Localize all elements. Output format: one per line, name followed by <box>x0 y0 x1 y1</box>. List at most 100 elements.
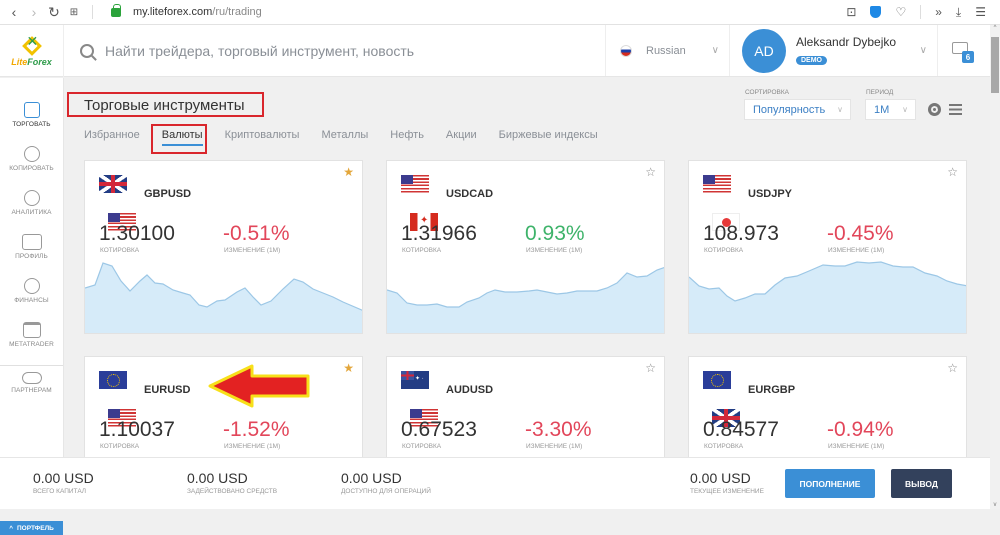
instrument-symbol: GBPUSD <box>144 188 192 200</box>
japan-flag-icon <box>712 213 740 231</box>
deposit-button[interactable]: ПОПОЛНЕНИЕ <box>785 469 875 498</box>
chat-icon <box>952 42 968 54</box>
messages-button[interactable]: 6 <box>938 25 990 76</box>
messages-count-badge: 6 <box>962 51 974 63</box>
sidebar-item-partners[interactable]: ПАРТНЕРАМ <box>0 372 63 394</box>
chevron-down-icon: ∨ <box>919 45 927 56</box>
change-label: ИЗМЕНЕНИЕ (1M) <box>224 443 281 450</box>
gear-icon[interactable] <box>928 103 941 116</box>
us-flag-icon <box>108 409 136 427</box>
divider <box>92 5 93 19</box>
back-icon[interactable]: ‹ <box>11 4 17 20</box>
star-outline-icon[interactable]: ☆ <box>645 361 656 375</box>
star-outline-icon[interactable]: ☆ <box>645 165 656 179</box>
divider <box>920 5 922 19</box>
stat-total-capital: 0.00 USD ВСЕГО КАПИТАЛ <box>33 470 94 495</box>
chevron-down-icon: ∨ <box>837 105 843 114</box>
sidebar-item-finance[interactable]: ФИНАНСЫ <box>0 278 63 304</box>
scrollbar[interactable]: ^ v <box>990 25 1000 509</box>
sidebar-item-label: ТОРГОВАТЬ <box>12 121 51 128</box>
instrument-change: 0.93% <box>525 222 585 245</box>
period-select[interactable]: 1M ∨ <box>865 99 916 120</box>
search-bar[interactable] <box>64 25 606 76</box>
us-flag-icon <box>108 213 136 231</box>
period-label: ПЕРИОД <box>866 89 894 96</box>
stat-available-funds: 0.00 USD ДОСТУПНО ДЛЯ ОПЕРАЦИЙ <box>341 470 431 495</box>
list-view-icon[interactable] <box>949 104 962 115</box>
sidebar-item-profile[interactable]: ПРОФИЛЬ <box>0 234 63 260</box>
withdraw-button[interactable]: ВЫВОД <box>891 469 952 498</box>
shield-icon[interactable] <box>870 6 882 18</box>
chevron-down-icon: ∨ <box>711 45 719 56</box>
instrument-price: 1.31966 <box>401 222 477 245</box>
instrument-price: 108.973 <box>703 222 779 245</box>
tab-favorites[interactable]: Избранное <box>84 129 140 141</box>
tab-stocks[interactable]: Акции <box>445 129 477 141</box>
instrument-card-usdcad[interactable]: ☆ USDCAD 1.31966 0.93% КОТИРОВКА ИЗМЕНЕН… <box>386 160 665 334</box>
instrument-card-usdjpy[interactable]: ☆ USDJPY 108.973 -0.45% КОТИРОВКА ИЗМЕНЕ… <box>688 160 967 334</box>
chart-bars-icon <box>23 102 40 118</box>
sidebar-item-label: ПАРТНЕРАМ <box>11 387 52 394</box>
sidebar-divider <box>0 365 63 366</box>
stat-label: ТЕКУЩЕЕ ИЗМЕНЕНИЕ <box>690 488 764 495</box>
change-label: ИЗМЕНЕНИЕ (1M) <box>526 443 583 450</box>
tab-crypto[interactable]: Криптовалюты <box>224 129 300 141</box>
search-input[interactable] <box>105 42 505 59</box>
instrument-price: 0.67523 <box>401 418 477 441</box>
tab-oil[interactable]: Нефть <box>390 129 424 141</box>
sidebar-item-analytics[interactable]: АНАЛИТИКА <box>0 190 63 216</box>
user-menu[interactable]: AD Aleksandr Dybejko DEMO ∨ <box>730 25 938 76</box>
sidebar-item-metatrader[interactable]: METATRADER <box>0 322 63 348</box>
menu-icon[interactable]: ☰ <box>975 5 986 19</box>
star-icon[interactable]: ★ <box>343 165 354 179</box>
tab-metals[interactable]: Металлы <box>321 129 369 141</box>
sidebar-item-label: ФИНАНСЫ <box>14 297 49 304</box>
us-flag-icon <box>703 175 731 193</box>
instrument-price: 1.10037 <box>99 418 175 441</box>
logo[interactable]: ✕ LiteForex <box>0 25 64 77</box>
instrument-change: -3.30% <box>525 418 592 441</box>
instrument-symbol: EURUSD <box>144 384 191 396</box>
category-tabs: Избранное Валюты Криптовалюты Металлы Не… <box>84 129 620 146</box>
url-host: my.liteforex.com <box>133 6 213 18</box>
scroll-down-icon[interactable]: v <box>993 502 997 508</box>
sort-select[interactable]: Популярность ∨ <box>744 99 851 120</box>
app-header: ✕ LiteForex Russian ∨ AD Aleksandr Dybej… <box>0 25 990 77</box>
star-outline-icon[interactable]: ☆ <box>947 165 958 179</box>
download-icon[interactable]: ⤓ <box>955 4 962 19</box>
star-outline-icon[interactable]: ☆ <box>947 361 958 375</box>
scroll-up-icon[interactable]: ^ <box>993 25 997 31</box>
reload-icon[interactable]: ↻ <box>48 3 60 20</box>
instrument-change: -0.94% <box>827 418 894 441</box>
us-flag-icon <box>410 409 438 427</box>
price-label: КОТИРОВКА <box>100 443 140 450</box>
instrument-symbol: USDCAD <box>446 188 494 200</box>
heart-icon[interactable]: ♡ <box>895 5 907 19</box>
camera-icon[interactable]: ⊡ <box>846 5 857 19</box>
instrument-card-audusd[interactable]: ☆ AUDUSD 0.67523 -3.30% КОТИРОВКА ИЗМЕНЕ… <box>386 356 665 466</box>
scrollbar-thumb[interactable] <box>991 37 999 93</box>
price-label: КОТИРОВКА <box>704 247 744 254</box>
star-icon[interactable]: ★ <box>343 361 354 375</box>
instrument-card-eurgbp[interactable]: ☆ EURGBP 0.84577 -0.94% КОТИРОВКА ИЗМЕНЕ… <box>688 356 967 466</box>
tab-currencies[interactable]: Валюты <box>161 129 203 146</box>
sidebar-item-copy[interactable]: КОПИРОВАТЬ <box>0 146 63 172</box>
uk-flag-icon <box>99 175 127 193</box>
instrument-card-gbpusd[interactable]: ★ GBPUSD 1.30100 -0.51% КОТИРОВКА ИЗМЕНЕ… <box>84 160 363 334</box>
sidebar-item-trade[interactable]: ТОРГОВАТЬ <box>0 102 63 128</box>
change-label: ИЗМЕНЕНИЕ (1M) <box>828 443 885 450</box>
language-selector[interactable]: Russian ∨ <box>606 25 730 76</box>
tab-indices[interactable]: Биржевые индексы <box>498 129 598 141</box>
eu-flag-icon <box>99 371 127 389</box>
stat-label: ВСЕГО КАПИТАЛ <box>33 488 87 495</box>
instrument-symbol: AUDUSD <box>446 384 494 396</box>
tabs-grid-icon[interactable]: ⊞ <box>69 6 79 18</box>
dollar-icon <box>23 278 40 294</box>
portfolio-toggle[interactable]: ^ ПОРТФЕЛЬ <box>0 521 63 535</box>
more-icon[interactable]: » <box>935 5 942 19</box>
annotation-arrow-icon <box>208 364 310 408</box>
forward-icon[interactable]: › <box>31 4 37 20</box>
lock-icon <box>111 3 121 17</box>
handshake-icon <box>21 372 42 384</box>
address-bar[interactable]: my.liteforex.com/ru/trading <box>133 6 262 18</box>
